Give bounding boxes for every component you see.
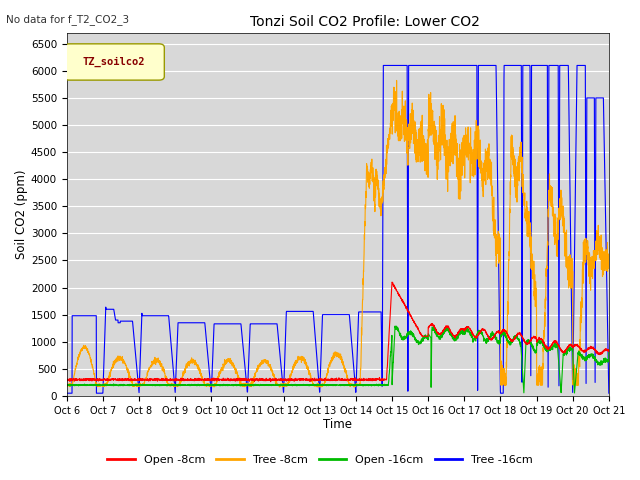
Open -8cm [179, 377, 187, 383]
Tree -16cm [605, 374, 612, 380]
Tree -16cm [63, 390, 70, 396]
Open -16cm [63, 383, 70, 388]
Open -16cm [571, 390, 579, 396]
Tree -8cm [605, 251, 612, 257]
Open -16cm [400, 336, 408, 342]
Y-axis label: Soil CO2 (ppm): Soil CO2 (ppm) [15, 169, 28, 259]
Text: TZ_soilco2: TZ_soilco2 [83, 57, 145, 67]
Tree -16cm [554, 62, 561, 68]
Tree -16cm [214, 321, 222, 327]
Tree -8cm [316, 384, 324, 390]
Line: Tree -8cm: Tree -8cm [67, 81, 609, 387]
Open -16cm [605, 348, 612, 353]
Open -8cm [214, 377, 222, 383]
Open -8cm [605, 348, 612, 354]
Open -16cm [179, 382, 187, 388]
Open -8cm [605, 347, 612, 353]
Tree -8cm [214, 374, 222, 380]
FancyBboxPatch shape [64, 44, 164, 80]
Open -16cm [391, 323, 399, 329]
Tree -8cm [401, 103, 408, 109]
Tree -16cm [605, 390, 612, 396]
Tree -8cm [391, 108, 399, 113]
Open -8cm [388, 279, 396, 285]
Open -16cm [214, 382, 222, 387]
Line: Open -16cm: Open -16cm [67, 326, 609, 393]
Tree -8cm [179, 372, 187, 377]
Text: No data for f_T2_CO2_3: No data for f_T2_CO2_3 [6, 14, 129, 25]
Tree -8cm [554, 220, 561, 226]
Open -16cm [554, 342, 561, 348]
Tree -16cm [391, 62, 399, 68]
Tree -16cm [179, 320, 187, 325]
Open -8cm [401, 300, 408, 306]
Open -8cm [267, 379, 275, 384]
X-axis label: Time: Time [323, 419, 352, 432]
Open -16cm [605, 358, 612, 363]
Line: Tree -16cm: Tree -16cm [67, 65, 609, 393]
Line: Open -8cm: Open -8cm [67, 282, 609, 382]
Open -8cm [391, 285, 399, 290]
Tree -8cm [63, 381, 70, 387]
Open -16cm [390, 336, 398, 342]
Open -8cm [554, 341, 561, 347]
Title: Tonzi Soil CO2 Profile: Lower CO2: Tonzi Soil CO2 Profile: Lower CO2 [250, 15, 480, 29]
Tree -8cm [605, 254, 612, 260]
Tree -16cm [380, 62, 387, 68]
Tree -16cm [400, 62, 408, 68]
Open -8cm [63, 376, 70, 382]
Tree -8cm [393, 78, 401, 84]
Legend: Open -8cm, Tree -8cm, Open -16cm, Tree -16cm: Open -8cm, Tree -8cm, Open -16cm, Tree -… [102, 451, 538, 469]
